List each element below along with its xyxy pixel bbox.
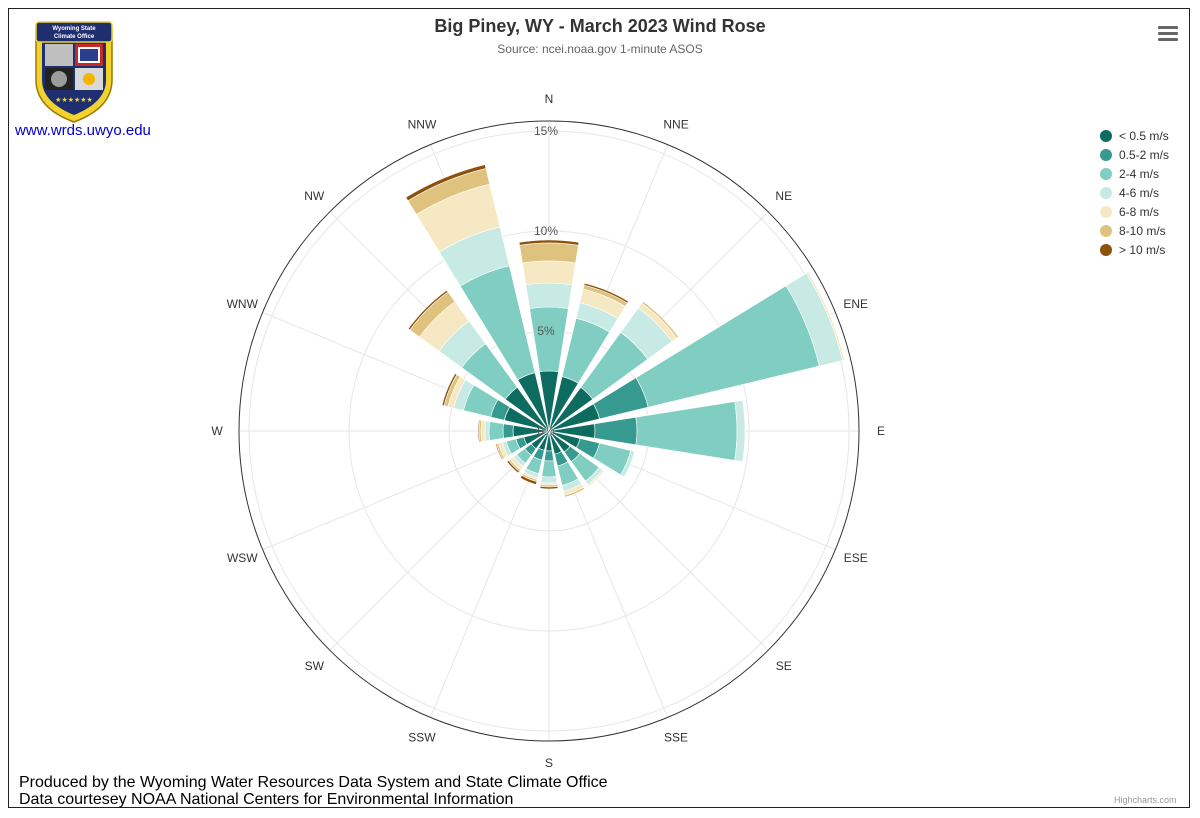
rose-bar-segment bbox=[543, 450, 555, 462]
rose-bar-segment bbox=[519, 474, 538, 485]
rose-bar-segment bbox=[541, 460, 557, 478]
rose-bar-segment bbox=[495, 443, 504, 461]
hamburger-menu-icon[interactable] bbox=[1156, 24, 1180, 44]
rose-bar-segment bbox=[477, 419, 481, 443]
rose-bar-segment bbox=[488, 421, 504, 441]
site-link[interactable]: www.wrds.uwyo.edu bbox=[15, 122, 151, 139]
legend-label: > 10 m/s bbox=[1119, 242, 1166, 257]
rose-bar-segment bbox=[441, 373, 458, 407]
legend-item[interactable]: 2-4 m/s bbox=[1100, 164, 1169, 183]
legend-swatch-icon bbox=[1100, 205, 1112, 218]
legend-swatch-icon bbox=[1100, 186, 1112, 199]
wind-rose-bars bbox=[405, 164, 845, 498]
legend-swatch-icon bbox=[1100, 148, 1112, 161]
chart-title: Big Piney, WY - March 2023 Wind Rose bbox=[434, 16, 766, 36]
direction-label: W bbox=[211, 424, 223, 438]
direction-label: WSW bbox=[227, 551, 258, 565]
direction-label: SW bbox=[305, 659, 325, 673]
svg-text:Climate Office: Climate Office bbox=[54, 34, 95, 40]
rose-bar-segment bbox=[405, 164, 487, 202]
wyoming-climate-office-logo: Wyoming State Climate Office ★★★★★★ bbox=[35, 21, 113, 123]
rose-bar-segment bbox=[522, 260, 576, 286]
legend-item[interactable]: 8-10 m/s bbox=[1100, 221, 1169, 240]
chart-legend: < 0.5 m/s 0.5-2 m/s 2-4 m/s 4-6 m/s 6-8 m/s 8… bbox=[1100, 126, 1169, 259]
rose-bar-segment bbox=[407, 289, 449, 331]
direction-label: S bbox=[545, 756, 553, 770]
direction-label: NE bbox=[775, 189, 792, 203]
legend-swatch-icon bbox=[1100, 167, 1112, 180]
direction-label: SE bbox=[776, 659, 792, 673]
direction-label: N bbox=[545, 92, 554, 106]
rose-bar-segment bbox=[529, 306, 569, 373]
legend-item[interactable]: 6-8 m/s bbox=[1100, 202, 1169, 221]
rose-bar-segment bbox=[519, 242, 579, 264]
axis-labels: N NNE NE ENE E ESE SE SSE S SSW SW WSW W WNW NW NNW 0% 5%… bbox=[211, 92, 885, 770]
legend-item[interactable]: 0.5-2 m/s bbox=[1100, 145, 1169, 164]
rose-bar-segment bbox=[480, 420, 487, 442]
rose-bar-segment bbox=[641, 301, 679, 339]
legend-label: 2-4 m/s bbox=[1119, 166, 1160, 181]
legend-item[interactable]: > 10 m/s bbox=[1100, 240, 1169, 259]
direction-label: WNW bbox=[227, 297, 259, 311]
radial-tick-label: 15% bbox=[534, 124, 558, 138]
legend-label: 0.5-2 m/s bbox=[1119, 147, 1170, 162]
outer-circle bbox=[238, 120, 860, 742]
rose-bar-segment bbox=[806, 271, 845, 361]
svg-text:Wyoming State: Wyoming State bbox=[52, 26, 96, 32]
legend-label: 8-10 m/s bbox=[1119, 223, 1166, 238]
rose-bar-segment bbox=[594, 416, 638, 446]
radial-tick-label: 0% bbox=[537, 424, 555, 438]
direction-label: ENE bbox=[843, 297, 868, 311]
svg-text:★★★★★★: ★★★★★★ bbox=[55, 96, 93, 104]
rose-bar-segment bbox=[506, 459, 521, 474]
direction-label: SSW bbox=[408, 731, 436, 745]
direction-label: SSE bbox=[664, 731, 688, 745]
rose-bar-segment bbox=[502, 423, 514, 439]
direction-label: NNE bbox=[663, 117, 688, 131]
menu-bar bbox=[1158, 38, 1178, 41]
legend-swatch-icon bbox=[1100, 129, 1112, 142]
rose-bar-segment bbox=[564, 486, 585, 498]
menu-bar bbox=[1158, 26, 1178, 29]
direction-label: E bbox=[877, 424, 885, 438]
credit-line-1: Produced by the Wyoming Water Resources … bbox=[19, 774, 608, 791]
rose-bar-segment bbox=[734, 399, 746, 463]
menu-bar bbox=[1158, 32, 1178, 35]
rose-bar-segment bbox=[583, 282, 629, 304]
direction-label: NNW bbox=[408, 117, 437, 131]
legend-label: < 0.5 m/s bbox=[1119, 128, 1169, 143]
rose-bar-segment bbox=[587, 469, 605, 487]
direction-label: ESE bbox=[844, 551, 868, 565]
radial-tick-label: 10% bbox=[534, 224, 558, 238]
radial-tick-label: 5% bbox=[537, 324, 555, 338]
legend-swatch-icon bbox=[1100, 224, 1112, 237]
legend-item[interactable]: < 0.5 m/s bbox=[1100, 126, 1169, 145]
rose-bar-segment bbox=[484, 420, 491, 442]
legend-swatch-icon bbox=[1100, 243, 1112, 256]
legend-label: 6-8 m/s bbox=[1119, 204, 1160, 219]
highcharts-credit[interactable]: Highcharts.com bbox=[1114, 795, 1177, 805]
rose-bar-segment bbox=[539, 485, 559, 490]
rose-bar-segment bbox=[518, 239, 580, 246]
direction-label: NW bbox=[304, 189, 325, 203]
legend-item[interactable]: 4-6 m/s bbox=[1100, 183, 1169, 202]
rose-bar-segment bbox=[620, 450, 635, 478]
rose-bar-segment bbox=[635, 401, 738, 461]
rose-bar-segment bbox=[525, 282, 573, 309]
credit-line-2: Data courtesey NOAA National Centers for… bbox=[19, 791, 514, 808]
chart-subtitle: Source: ncei.noaa.gov 1-minute ASOS bbox=[497, 42, 703, 56]
legend-label: 4-6 m/s bbox=[1119, 185, 1160, 200]
rose-bar-segment bbox=[540, 476, 558, 484]
